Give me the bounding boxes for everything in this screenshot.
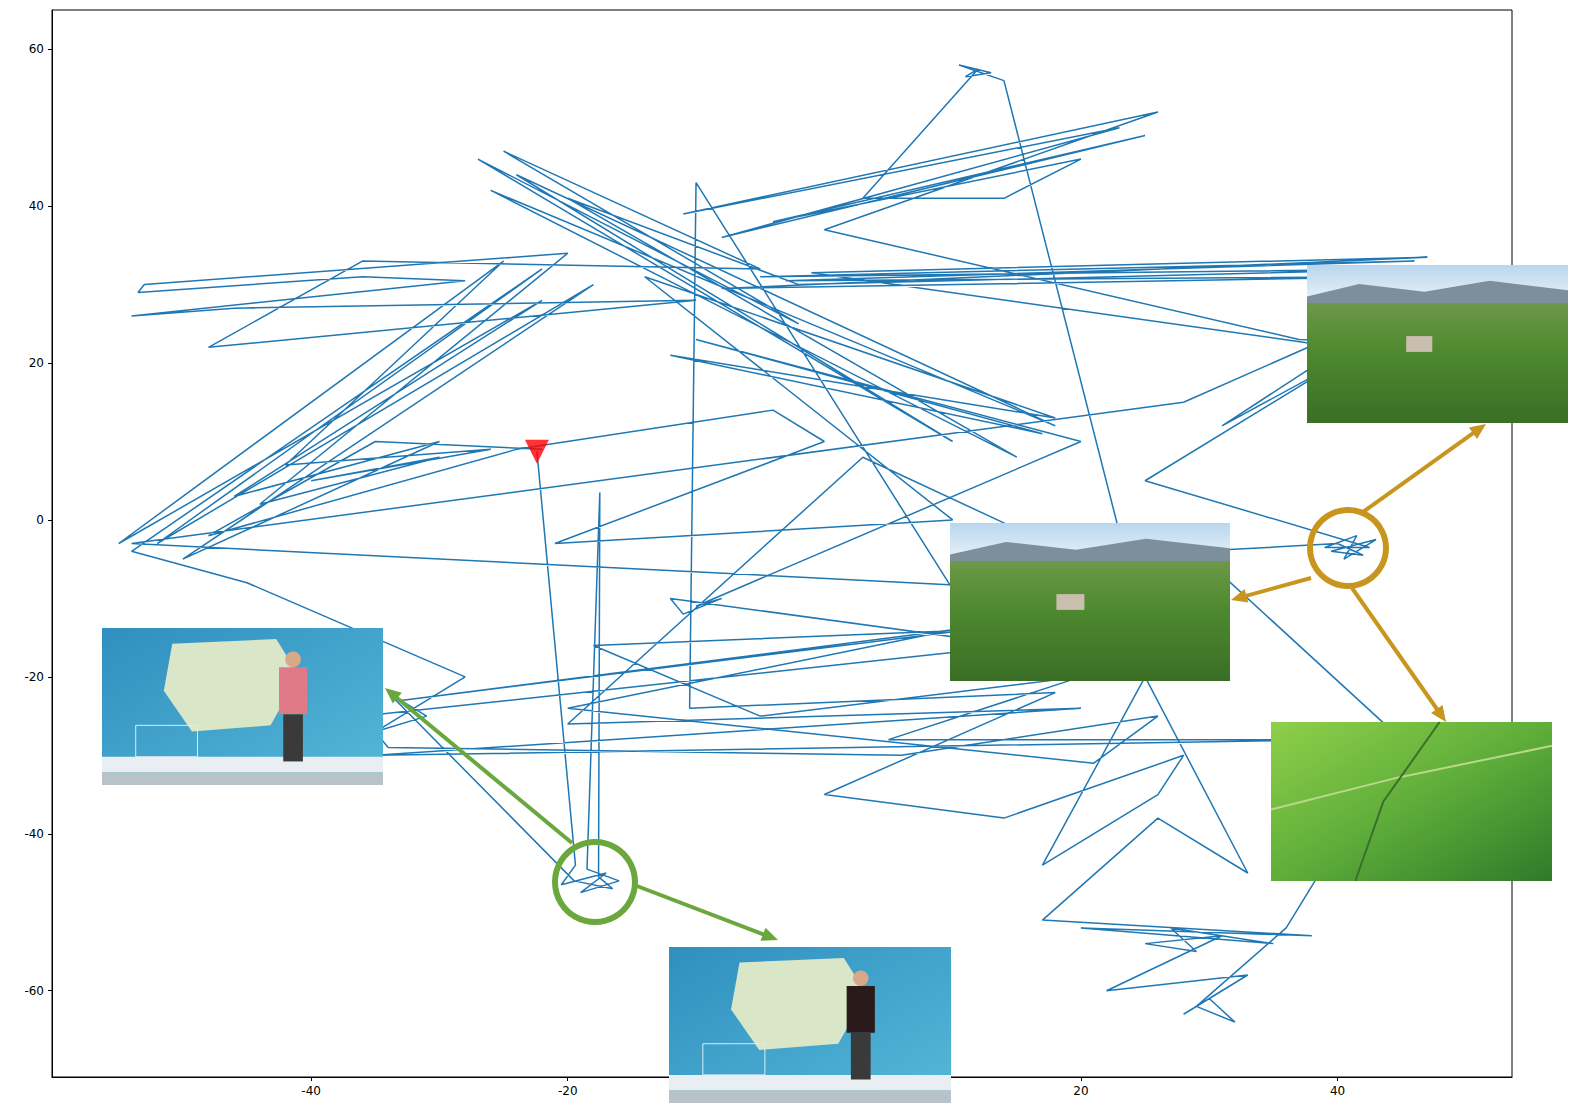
svg-text:60: 60 [29,42,44,56]
svg-text:20: 20 [1073,1084,1088,1098]
svg-text:-40: -40 [24,827,44,841]
svg-text:-40: -40 [301,1084,321,1098]
svg-text:-20: -20 [558,1084,578,1098]
svg-text:0: 0 [36,513,44,527]
svg-text:40: 40 [1330,1084,1345,1098]
svg-text:-60: -60 [24,984,44,998]
svg-text:-20: -20 [24,670,44,684]
svg-text:40: 40 [29,199,44,213]
svg-text:20: 20 [29,356,44,370]
